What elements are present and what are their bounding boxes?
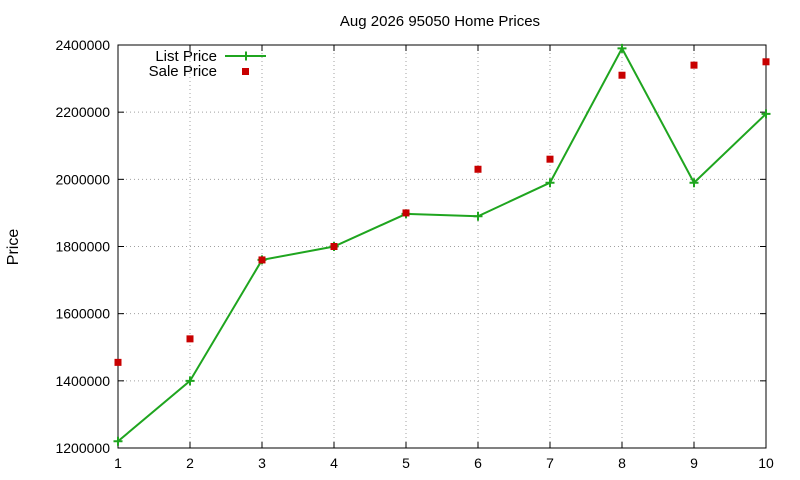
x-tick-label: 8 — [618, 455, 626, 471]
series-sale-price — [114, 58, 770, 366]
data-point-sale-price — [690, 61, 698, 69]
y-tick-label: 2200000 — [55, 104, 110, 120]
grid — [118, 45, 766, 448]
data-point-sale-price — [618, 71, 626, 79]
data-point-list-price — [617, 43, 627, 53]
data-point-list-price — [473, 211, 483, 221]
x-tick-label: 1 — [114, 455, 122, 471]
legend-label-sale-price: Sale Price — [149, 63, 217, 80]
axis-ticks: 1 2 3 4 5 6 7 8 9 10 1200000 1400000 1600000 1800000 2… — [55, 37, 774, 471]
data-point-sale-price — [258, 256, 266, 264]
x-tick-label: 9 — [690, 455, 698, 471]
x-tick-label: 3 — [258, 455, 266, 471]
data-point-sale-price — [402, 209, 410, 217]
x-tick-label: 7 — [546, 455, 554, 471]
x-tick-label: 4 — [330, 455, 338, 471]
y-tick-label: 1600000 — [55, 306, 110, 322]
legend-marker-list-price — [241, 51, 251, 61]
data-point-sale-price — [330, 243, 338, 250]
legend: List Price Sale Price — [149, 48, 266, 80]
x-tick-label: 5 — [402, 455, 410, 471]
series-line-list-price — [117, 46, 767, 443]
data-point-sale-price — [186, 335, 194, 343]
data-point-list-price — [113, 436, 123, 446]
y-tick-label: 2400000 — [55, 37, 110, 53]
chart-title: Aug 2026 95050 Home Prices — [340, 13, 540, 30]
x-tick-label: 6 — [474, 455, 482, 471]
y-tick-label: 1400000 — [55, 373, 110, 389]
data-point-sale-price — [474, 165, 482, 173]
x-tick-label: 10 — [758, 455, 774, 471]
data-point-sale-price — [546, 155, 554, 163]
data-point-list-price — [545, 178, 555, 188]
y-tick-label: 1200000 — [55, 440, 110, 456]
data-point-sale-price — [762, 58, 770, 66]
y-axis-label: Price — [5, 229, 22, 266]
x-tick-label: 2 — [186, 455, 194, 471]
data-point-list-price — [761, 109, 771, 119]
legend-label-list-price: List Price — [155, 48, 217, 65]
series-layer — [113, 43, 771, 446]
data-point-list-price — [689, 178, 699, 188]
y-tick-label: 1800000 — [55, 239, 110, 255]
data-point-sale-price — [114, 358, 122, 366]
data-point-list-price — [185, 376, 195, 386]
y-tick-label: 2000000 — [55, 171, 110, 187]
legend-marker-sale-price — [242, 68, 249, 75]
series-list-price — [113, 43, 771, 446]
